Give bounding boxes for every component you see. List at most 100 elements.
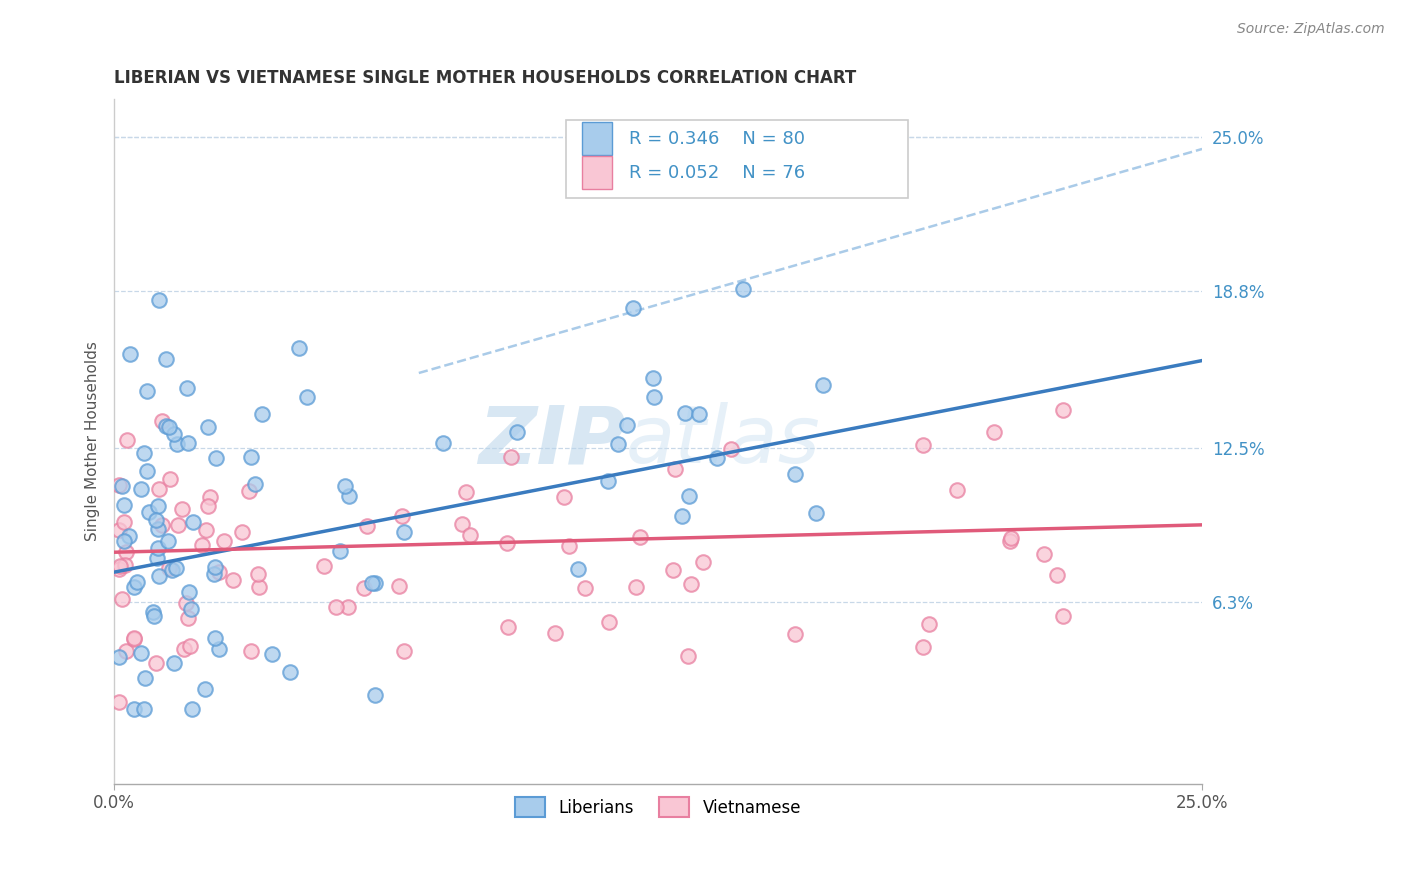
Point	[156, 534, 179, 549]
Point	[231, 524, 253, 539]
Point	[122, 632, 145, 647]
Point	[204, 631, 226, 645]
Point	[166, 437, 188, 451]
Point	[204, 559, 226, 574]
Point	[131, 482, 153, 496]
Point	[946, 483, 969, 497]
Point	[155, 352, 177, 367]
Point	[152, 414, 174, 428]
Point	[567, 561, 589, 575]
Point	[574, 581, 596, 595]
Point	[174, 597, 197, 611]
Point	[626, 580, 648, 594]
Point	[785, 627, 807, 641]
Point	[558, 540, 581, 554]
Point	[134, 671, 156, 685]
Point	[544, 626, 567, 640]
Point	[598, 615, 620, 630]
Point	[162, 427, 184, 442]
Point	[641, 371, 664, 385]
Point	[172, 502, 194, 516]
Point	[998, 533, 1021, 548]
Point	[108, 558, 131, 573]
Point	[177, 585, 200, 599]
Point	[118, 529, 141, 543]
Point	[197, 419, 219, 434]
Point	[118, 347, 141, 361]
Point	[194, 681, 217, 696]
Point	[136, 384, 159, 399]
Point	[630, 530, 652, 544]
Point	[706, 450, 728, 465]
Point	[356, 519, 378, 533]
Point	[688, 407, 710, 421]
Point	[115, 643, 138, 657]
Point	[246, 566, 269, 581]
Point	[112, 534, 135, 549]
Point	[115, 433, 138, 447]
Point	[495, 535, 517, 549]
Point	[138, 505, 160, 519]
Point	[124, 580, 146, 594]
Point	[297, 390, 319, 404]
Point	[200, 490, 222, 504]
Point	[783, 467, 806, 482]
Point	[181, 702, 204, 716]
Point	[125, 574, 148, 589]
Point	[671, 508, 693, 523]
Point	[145, 513, 167, 527]
Point	[108, 649, 131, 664]
Point	[181, 516, 204, 530]
Point	[288, 341, 311, 355]
Point	[499, 450, 522, 465]
Point	[114, 558, 136, 573]
Point	[1046, 568, 1069, 582]
Point	[162, 656, 184, 670]
Point	[392, 644, 415, 658]
Point	[392, 524, 415, 539]
Point	[179, 639, 201, 653]
Point	[911, 640, 934, 654]
Point	[983, 425, 1005, 439]
Point	[1052, 403, 1074, 417]
Point	[112, 499, 135, 513]
Point	[918, 617, 941, 632]
Point	[245, 477, 267, 491]
Point	[260, 647, 283, 661]
Point	[124, 702, 146, 716]
Point	[360, 575, 382, 590]
Point	[451, 516, 474, 531]
Point	[155, 419, 177, 434]
Point	[129, 646, 152, 660]
Point	[240, 644, 263, 658]
Point	[214, 533, 236, 548]
Point	[107, 562, 129, 576]
Point	[146, 551, 169, 566]
Point	[145, 656, 167, 670]
Point	[112, 515, 135, 529]
Point	[157, 561, 180, 575]
Point	[337, 489, 360, 503]
Point	[598, 475, 620, 489]
Point	[177, 611, 200, 625]
Point	[458, 528, 481, 542]
Point	[662, 563, 685, 577]
Point	[692, 555, 714, 569]
Point	[664, 462, 686, 476]
Text: LIBERIAN VS VIETNAMESE SINGLE MOTHER HOUSEHOLDS CORRELATION CHART: LIBERIAN VS VIETNAMESE SINGLE MOTHER HOU…	[114, 69, 856, 87]
Point	[177, 435, 200, 450]
Point	[325, 600, 347, 615]
Text: ZIP: ZIP	[478, 402, 626, 481]
Point	[146, 522, 169, 536]
Point	[159, 472, 181, 486]
Point	[142, 605, 165, 619]
Point	[1033, 547, 1056, 561]
Bar	[582, 156, 613, 189]
Point	[333, 479, 356, 493]
Point	[1000, 531, 1022, 545]
Text: R = 0.052    N = 76: R = 0.052 N = 76	[628, 163, 804, 182]
Point	[205, 451, 228, 466]
Point	[146, 499, 169, 513]
Point	[136, 465, 159, 479]
Point	[679, 577, 702, 591]
